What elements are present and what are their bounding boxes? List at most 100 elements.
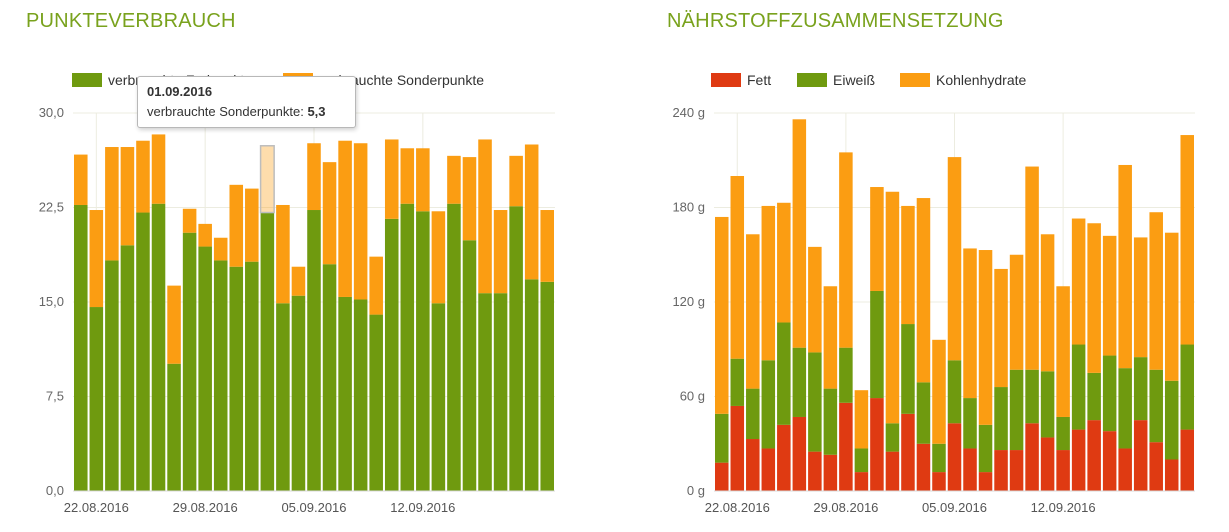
bar-segment	[994, 387, 1008, 451]
y-tick-label: 60 g	[680, 389, 705, 404]
bar-segment	[245, 188, 259, 262]
bar-segment	[400, 203, 415, 491]
bar-segment	[730, 176, 745, 359]
bar-segment	[1056, 450, 1070, 491]
legend-label: Kohlenhydrate	[936, 72, 1027, 88]
x-tick-label: 05.09.2016	[922, 500, 987, 515]
y-tick-label: 0,0	[46, 483, 64, 498]
bar-segment	[994, 450, 1008, 491]
bar-segment	[792, 119, 807, 348]
punkteverbrauch-title: PUNKTEVERBRAUCH	[26, 10, 236, 32]
bar-segment	[901, 413, 915, 491]
bar-segment	[947, 423, 962, 491]
bar-segment	[151, 134, 166, 204]
bar-segment	[761, 360, 776, 449]
chart-tooltip: 01.09.2016 verbrauchte Sonderpunkte: 5,3	[137, 76, 356, 128]
bar-segment	[994, 268, 1008, 388]
bar-segment	[963, 448, 977, 491]
bar-segment	[322, 162, 337, 265]
bar-segment	[120, 245, 135, 491]
bar-segment	[854, 472, 869, 491]
bar-segment	[167, 363, 181, 491]
bar-segment	[963, 398, 977, 449]
bar-segment	[229, 184, 244, 267]
naehrstoff-title: NÄHRSTOFFZUSAMMENSETZUNG	[667, 10, 1004, 32]
bar-segment	[1087, 223, 1101, 373]
bar-segment	[384, 218, 399, 491]
bar-segment	[808, 451, 822, 491]
bar-segment	[932, 443, 946, 473]
y-tick-label: 0 g	[687, 483, 705, 498]
bar-segment	[947, 360, 962, 424]
bar-segment	[1071, 218, 1086, 345]
bar-segment	[1071, 344, 1086, 430]
bar-segment	[746, 388, 760, 440]
bar-segment	[182, 232, 197, 491]
bar-segment	[715, 462, 729, 491]
bar-segment	[291, 266, 306, 296]
bar-segment	[400, 148, 415, 204]
bar-segment	[746, 234, 760, 389]
tooltip-label: verbrauchte Sonderpunkte:	[147, 104, 304, 119]
bar-segment	[1180, 344, 1194, 430]
bar-segment	[1025, 369, 1039, 424]
bar-segment	[870, 187, 884, 291]
bar-segment	[715, 413, 729, 463]
legend-label: verbrauchte Sonderpunkte	[319, 72, 484, 88]
bar-segment	[1118, 448, 1132, 491]
bar-segment	[120, 147, 135, 246]
bar-segment	[493, 293, 508, 491]
bar-segment	[792, 347, 807, 417]
bar-segment	[932, 472, 946, 491]
y-tick-label: 30,0	[39, 105, 64, 120]
tooltip-value: 5,3	[307, 104, 326, 119]
bar-segment	[854, 448, 869, 473]
bar-segment	[260, 212, 275, 492]
bar-segment	[1180, 135, 1194, 345]
bar-segment	[932, 339, 946, 444]
bar-segment	[808, 352, 822, 452]
bar-segment	[1164, 232, 1179, 381]
bar-segment	[276, 204, 290, 304]
bar-segment	[963, 248, 977, 399]
bar-segment	[540, 281, 554, 491]
bar-segment	[1149, 369, 1163, 443]
bar-segment	[885, 423, 900, 452]
bar-segment	[447, 155, 461, 204]
bar-segment	[839, 347, 853, 403]
bar-segment	[1164, 459, 1179, 491]
legend-swatch	[900, 73, 930, 87]
bar-segment	[384, 139, 399, 219]
bar-segment	[540, 210, 554, 282]
bar-segment	[885, 191, 900, 424]
bar-segment	[730, 405, 745, 491]
bar-segment	[1040, 371, 1055, 438]
bar-segment	[74, 154, 88, 205]
bar-segment	[509, 155, 523, 207]
bar-segment	[229, 266, 244, 491]
bar-segment	[823, 286, 838, 389]
bar-segment	[1009, 254, 1024, 370]
bar-segment	[978, 472, 993, 491]
bar-segment	[307, 143, 321, 211]
bar-segment	[1180, 429, 1194, 491]
bar-segment	[916, 443, 931, 491]
bar-segment	[1040, 234, 1055, 372]
bar-segment	[901, 324, 915, 414]
bar-segment	[369, 314, 383, 491]
bar-segment	[1149, 212, 1163, 370]
bar-segment	[1118, 164, 1132, 369]
bar-segment	[1025, 423, 1039, 491]
bar-segment	[1056, 416, 1070, 451]
bar-segment	[74, 204, 88, 492]
bar-segment	[416, 148, 430, 212]
bar-segment	[1009, 369, 1024, 451]
bar-segment	[478, 139, 492, 294]
bar-segment	[885, 451, 900, 491]
bar-segment	[947, 157, 962, 361]
x-tick-label: 29.08.2016	[173, 500, 238, 515]
bar-segment	[823, 454, 838, 491]
bar-segment	[89, 210, 104, 308]
bar-segment	[431, 211, 446, 304]
